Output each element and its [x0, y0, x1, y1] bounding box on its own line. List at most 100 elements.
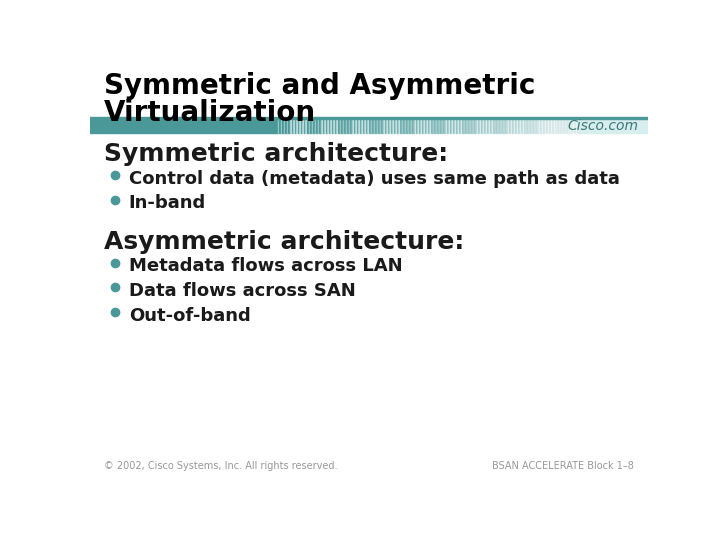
Bar — [290, 119, 292, 132]
Bar — [367, 119, 369, 132]
Text: Cisco.com: Cisco.com — [567, 119, 639, 133]
Bar — [282, 119, 284, 132]
Bar — [484, 119, 485, 132]
Bar — [512, 119, 513, 132]
Bar — [391, 119, 392, 132]
Bar — [504, 119, 505, 132]
Bar — [477, 119, 479, 132]
Bar — [495, 119, 496, 132]
Bar — [523, 119, 524, 132]
Bar — [325, 119, 327, 132]
Bar — [536, 119, 538, 132]
Bar — [476, 119, 477, 132]
Bar — [507, 119, 508, 132]
Bar — [519, 119, 521, 132]
Bar — [355, 119, 356, 132]
Text: Control data (metadata) uses same path as data: Control data (metadata) uses same path a… — [129, 170, 620, 187]
Bar — [434, 119, 436, 132]
Bar — [426, 119, 428, 132]
Bar — [418, 119, 420, 132]
Bar — [360, 119, 361, 132]
Bar — [510, 119, 512, 132]
Bar — [436, 119, 437, 132]
Bar — [431, 119, 433, 132]
Bar — [287, 119, 289, 132]
Bar — [487, 119, 488, 132]
Bar — [499, 119, 500, 132]
Bar — [457, 119, 459, 132]
Bar — [503, 119, 504, 132]
Bar — [369, 119, 371, 132]
Bar — [547, 119, 549, 132]
Bar — [461, 119, 462, 132]
Bar — [405, 119, 406, 132]
Text: In-band: In-band — [129, 194, 206, 212]
Bar — [316, 119, 318, 132]
Bar — [366, 119, 367, 132]
Text: BSAN ACCELERATE Block 1–8: BSAN ACCELERATE Block 1–8 — [492, 461, 634, 471]
Bar — [377, 119, 378, 132]
Bar — [555, 119, 557, 132]
Bar — [395, 119, 397, 132]
Bar — [413, 119, 414, 132]
Bar — [351, 119, 352, 132]
Bar — [442, 119, 444, 132]
Bar — [467, 119, 468, 132]
Bar — [361, 119, 363, 132]
Bar — [300, 119, 301, 132]
Bar — [330, 119, 332, 132]
Bar — [581, 119, 583, 132]
Bar — [364, 119, 366, 132]
Bar — [352, 119, 354, 132]
Bar — [574, 119, 575, 132]
Bar — [516, 119, 518, 132]
Bar — [285, 119, 287, 132]
Bar — [558, 119, 559, 132]
Bar — [505, 119, 507, 132]
Bar — [382, 119, 383, 132]
Bar — [346, 119, 347, 132]
Bar — [402, 119, 403, 132]
Bar — [448, 119, 449, 132]
Bar — [338, 119, 340, 132]
Bar — [580, 119, 581, 132]
Bar — [444, 119, 445, 132]
Bar — [423, 119, 425, 132]
Bar — [488, 119, 490, 132]
Bar — [515, 119, 516, 132]
Bar — [354, 119, 355, 132]
Bar — [389, 119, 391, 132]
Bar — [530, 119, 532, 132]
Bar — [464, 119, 465, 132]
Bar — [569, 119, 570, 132]
Bar — [453, 119, 454, 132]
Bar — [358, 119, 360, 132]
Bar — [363, 119, 364, 132]
Bar — [429, 119, 431, 132]
Bar — [378, 119, 380, 132]
Bar — [459, 119, 461, 132]
Bar — [318, 119, 320, 132]
Text: Asymmetric architecture:: Asymmetric architecture: — [104, 230, 464, 254]
Bar — [557, 119, 558, 132]
Bar — [335, 119, 336, 132]
Bar — [496, 119, 498, 132]
Bar — [468, 119, 469, 132]
Bar — [307, 119, 309, 132]
Bar — [462, 119, 464, 132]
Bar — [403, 119, 405, 132]
Bar — [492, 119, 493, 132]
Bar — [415, 119, 417, 132]
Bar — [474, 119, 476, 132]
Bar — [433, 119, 434, 132]
Bar — [564, 119, 566, 132]
Bar — [387, 119, 389, 132]
Text: Out-of-band: Out-of-band — [129, 307, 251, 325]
Bar — [305, 119, 307, 132]
Bar — [543, 119, 544, 132]
Bar — [332, 119, 333, 132]
Bar — [425, 119, 426, 132]
Bar — [301, 119, 302, 132]
Bar — [454, 119, 456, 132]
Bar — [508, 119, 510, 132]
